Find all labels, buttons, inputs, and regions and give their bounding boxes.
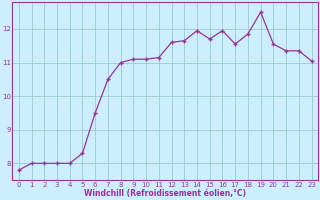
X-axis label: Windchill (Refroidissement éolien,°C): Windchill (Refroidissement éolien,°C) [84, 189, 246, 198]
